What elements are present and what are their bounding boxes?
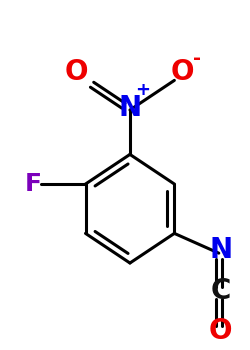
Text: F: F [25,172,42,196]
Text: N: N [118,94,142,122]
Text: +: + [135,81,150,99]
Text: O: O [170,58,194,86]
Text: C: C [210,276,231,304]
Text: N: N [209,236,232,264]
Text: -: - [193,49,201,68]
Text: O: O [65,58,88,86]
Text: O: O [209,317,233,345]
